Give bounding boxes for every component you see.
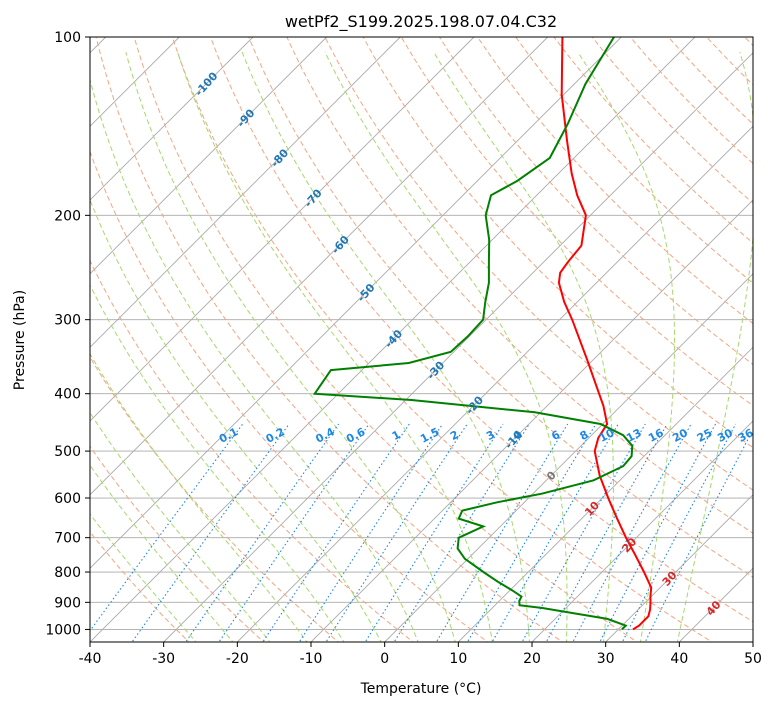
moist-adiabat-line [433, 51, 614, 642]
dry-adiabat-line [286, 37, 753, 534]
moist-adiabat-line [324, 51, 568, 642]
isotherm-line [163, 52, 753, 642]
x-tick-label: -20 [226, 651, 249, 667]
moist-adiabat-line [241, 51, 530, 642]
moist-adiabat-line [177, 51, 493, 642]
y-tick-label: 300 [54, 313, 81, 329]
dry-adiabat-line [400, 37, 753, 407]
mixing-ratio-line [435, 423, 569, 642]
x-axis-title: Temperature (°C) [360, 681, 482, 697]
moist-adiabat-line [90, 77, 419, 642]
isotherm-line [310, 199, 753, 642]
y-tick-label: 200 [54, 208, 81, 224]
x-tick-label: 10 [449, 651, 467, 667]
isotherm-line [457, 346, 753, 642]
moist-adiabat-line [676, 51, 753, 642]
sounding-profiles [312, 37, 653, 631]
isotherm-line [90, 37, 549, 496]
dry-adiabat-line [90, 531, 190, 642]
mixing-ratio-label: 20 [670, 426, 690, 445]
mixing-ratio-label: 10 [597, 426, 617, 445]
mixing-ratio-line [218, 423, 370, 642]
dry-adiabat-line [133, 37, 638, 642]
dry-adiabat-line [438, 37, 753, 366]
mixing-ratio-label: 13 [624, 426, 644, 445]
x-tick-label: -40 [79, 651, 102, 667]
dewpoint-profile [312, 37, 634, 631]
mixing-ratio-label: 25 [695, 426, 715, 445]
x-tick-label: -10 [300, 651, 323, 667]
mixing-ratio-line [131, 423, 290, 642]
x-tick-label: -30 [152, 651, 175, 667]
y-tick-label: 500 [54, 444, 81, 460]
x-tick-label: 20 [523, 651, 541, 667]
mixing-ratio-line [644, 428, 753, 642]
x-tick-label: 0 [380, 651, 389, 667]
y-tick-label: 700 [54, 531, 81, 547]
isotherm-line [236, 125, 753, 642]
dry-adiabat-line [591, 37, 753, 204]
dry-adiabat-line [90, 445, 265, 642]
mixing-ratio-line [599, 423, 716, 642]
x-tick-label: 30 [597, 651, 615, 667]
isotherm-line [90, 37, 696, 642]
y-tick-label: 100 [54, 30, 81, 46]
y-tick-label: 600 [54, 491, 81, 507]
isotherm-line [384, 273, 753, 642]
mixing-ratio-line [262, 423, 410, 642]
mixing-ratio-line [393, 423, 530, 642]
mixing-ratio-line [545, 423, 668, 642]
mixing-ratio-line [621, 423, 737, 642]
isotherm-line [90, 37, 475, 422]
dry-adiabat-line [90, 150, 489, 642]
isotherm-line [90, 37, 622, 569]
isotherm-line [90, 37, 254, 201]
moist-adiabat-line [90, 198, 382, 642]
moist-adiabat-line [125, 51, 456, 642]
mixing-ratio-label: 16 [646, 426, 666, 445]
isotherm-line [90, 37, 328, 275]
dry-adiabat-line [629, 37, 753, 165]
moist-adiabat-line [577, 51, 675, 642]
dry-adiabat-line [90, 259, 414, 642]
y-tick-label: 1000 [45, 622, 81, 638]
chart-title: wetPf2_S199.2025.198.07.04.C32 [285, 12, 557, 32]
dry-adiabat-line [515, 37, 753, 284]
isotherm-line [531, 420, 753, 642]
y-axis-title: Pressure (hPa) [12, 290, 28, 390]
y-tick-label: 400 [54, 387, 81, 403]
mixing-ratio-label: 30 [715, 426, 735, 445]
mixing-ratio-label: 36 [736, 426, 756, 445]
background-lines [90, 37, 753, 642]
dry-adiabat-line [95, 37, 564, 642]
plot-frame [89, 36, 754, 643]
y-tick-label: 800 [54, 565, 81, 581]
isotherm-line [90, 37, 401, 348]
mixing-ratio-line [90, 423, 244, 632]
mixing-ratio-line [466, 423, 597, 642]
x-tick-label: 50 [744, 651, 762, 667]
dry-adiabat-line [210, 37, 753, 623]
moist-adiabat-line [90, 284, 345, 642]
dry-adiabat-line [248, 37, 753, 578]
temperature-profile [557, 37, 653, 631]
mixing-ratio-line [185, 423, 340, 642]
x-tick-label: 40 [670, 651, 688, 667]
axis-ticks: -40 -30 -20 -10 0 10 20 30 40 50 100 200 300 400 500 60… [45, 30, 762, 667]
mixing-ratio-line [572, 423, 692, 642]
moist-adiabat-line [90, 352, 308, 642]
isotherm-line [605, 494, 753, 642]
mixing-ratio-line [364, 423, 504, 642]
y-tick-label: 900 [54, 595, 81, 611]
